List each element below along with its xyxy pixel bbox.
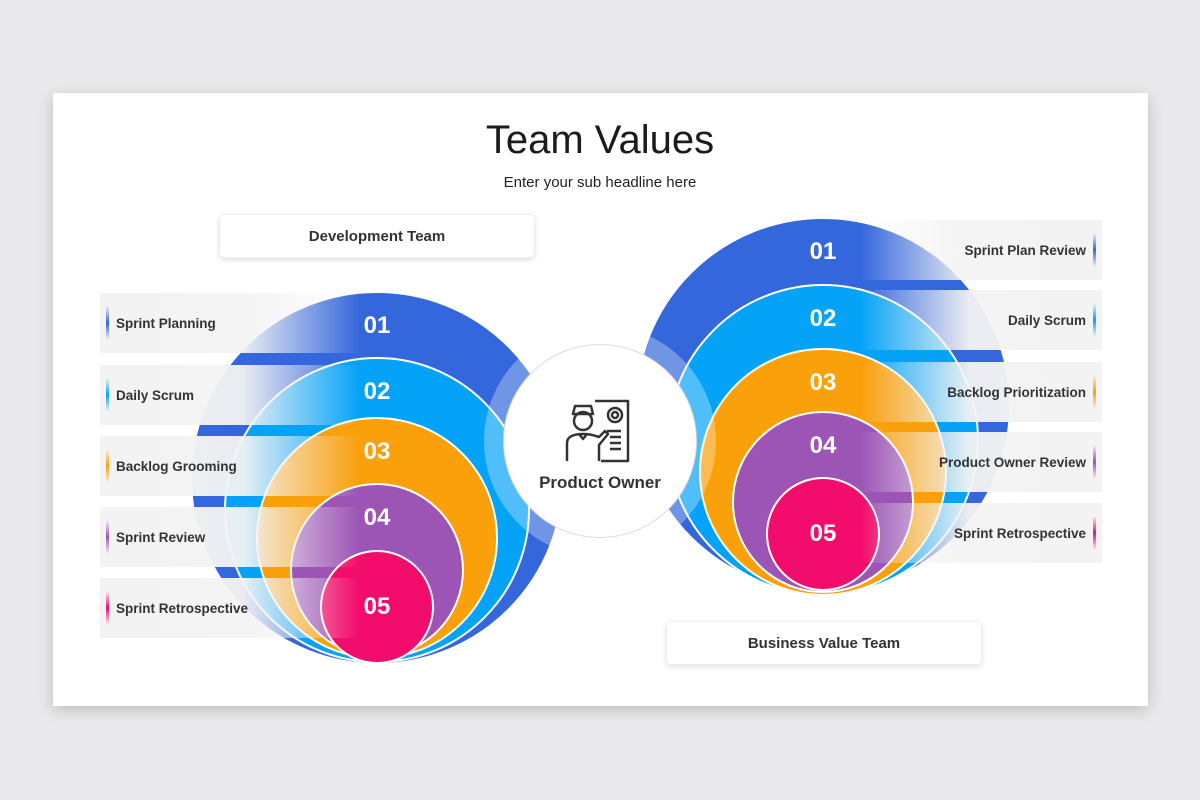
item-label: Sprint Retrospective (116, 600, 249, 616)
right-item: Product Owner Review (860, 432, 1102, 492)
right-item: Sprint Plan Review (860, 220, 1102, 280)
left-step-number: 02 (363, 378, 391, 405)
left-step-number: 04 (363, 504, 391, 531)
accent-bar (1093, 375, 1096, 409)
product-owner-circle: Product Owner (503, 344, 697, 538)
left-item: Daily Scrum (100, 365, 360, 425)
item-label: Sprint Planning (116, 315, 216, 331)
left-item: Sprint Retrospective (100, 578, 360, 638)
accent-bar (106, 378, 109, 412)
accent-bar (106, 520, 109, 554)
left-step-number: 01 (363, 312, 391, 339)
left-item: Sprint Review (100, 507, 360, 567)
left-item: Sprint Planning (100, 293, 360, 353)
item-label: Sprint Review (116, 529, 206, 545)
accent-bar (106, 591, 109, 625)
accent-bar (1093, 516, 1096, 550)
product-owner-label: Product Owner (539, 473, 661, 492)
left-item: Backlog Grooming (100, 436, 360, 496)
right-step-number: 04 (809, 432, 837, 459)
item-label: Product Owner Review (938, 454, 1086, 470)
right-step-number: 01 (809, 238, 837, 265)
item-label: Sprint Retrospective (953, 525, 1086, 541)
left-step-number: 05 (363, 593, 391, 620)
accent-bar (106, 306, 109, 340)
item-label: Sprint Plan Review (964, 242, 1086, 258)
item-label: Backlog Grooming (116, 458, 237, 474)
right-item: Daily Scrum (860, 290, 1102, 350)
left-step-number: 03 (363, 438, 391, 465)
item-label: Daily Scrum (1007, 312, 1086, 328)
right-item: Backlog Prioritization (860, 362, 1102, 422)
development-team-label: Development Team (219, 214, 535, 258)
right-step-number: 03 (809, 369, 837, 396)
accent-bar (1093, 445, 1096, 479)
accent-bar (1093, 233, 1096, 267)
right-step-number: 02 (809, 305, 837, 332)
item-label: Daily Scrum (116, 387, 195, 403)
right-item: Sprint Retrospective (860, 503, 1102, 563)
page-title: Team Values (485, 118, 715, 162)
subtitle: Enter your sub headline here (503, 174, 697, 191)
presenter-with-report-icon (565, 399, 630, 463)
business-value-team-label: Business Value Team (666, 621, 982, 665)
item-label: Backlog Prioritization (947, 384, 1086, 400)
accent-bar (1093, 303, 1096, 337)
accent-bar (106, 449, 109, 483)
right-step-number: 05 (809, 520, 837, 547)
